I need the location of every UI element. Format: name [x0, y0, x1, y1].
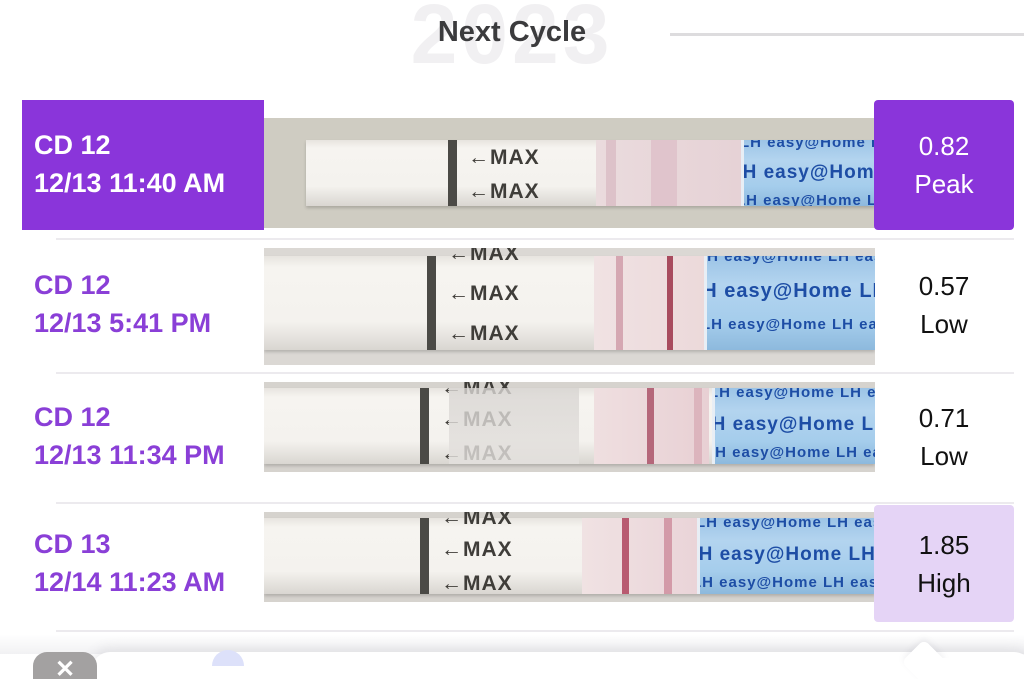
strip-max-label: ←MAX [441, 538, 513, 561]
row-divider [56, 238, 1014, 240]
lh-ratio-value: 0.57 [918, 270, 970, 301]
record-datetime: 12/13 11:40 AM [34, 168, 226, 198]
record-label: CD 12 12/13 5:41 PM [22, 244, 264, 365]
record-label: CD 12 12/13 11:40 AM [22, 100, 264, 230]
strip-brand-handle: LH easy@Home LH easy@Home LH LH easy@Hom… [697, 518, 875, 594]
lh-ratio-value: 1.85 [918, 529, 970, 560]
cycle-day: CD 12 [34, 130, 111, 161]
strip-max-line [427, 256, 436, 350]
strip-brand-handle: LH easy@Home LH easy@Home LH LH easy@Hom… [704, 256, 875, 350]
strip-max-label: ←MAX [441, 512, 513, 529]
page-title: Next Cycle [437, 16, 587, 48]
lh-status: High [917, 567, 971, 598]
test-value-badge: 0.57 Low [874, 244, 1014, 365]
cycle-day: CD 13 [34, 528, 111, 559]
sheet-handle[interactable] [212, 650, 244, 666]
test-record-row[interactable]: ←MAX ←MAX ←MAX LH easy@Home LH easy@Home… [0, 505, 1024, 622]
strip-max-label: ←MAX [448, 282, 520, 305]
strip-max-label: ←MAX [468, 146, 540, 169]
lh-status: Low [920, 308, 968, 339]
cycle-day: CD 12 [34, 269, 111, 300]
close-button[interactable]: ✕ [33, 652, 97, 679]
strip-max-line [420, 518, 429, 594]
strip-max-line [448, 140, 457, 206]
row-divider [56, 630, 1014, 632]
test-value-badge: 1.85 High [874, 505, 1014, 622]
header-divider [670, 33, 1024, 36]
test-record-row[interactable]: ←MAX ←MAX LH easy@Home LH easy@Home LH L… [0, 100, 1024, 230]
bottom-sheet-shadow [0, 634, 1024, 654]
lh-status: Peak [914, 169, 974, 199]
test-value-badge: 0.71 Low [874, 376, 1014, 498]
bottom-sheet[interactable] [92, 652, 1024, 679]
tooltip-bubble [922, 658, 1024, 679]
test-value-badge: 0.82 Peak [874, 100, 1014, 230]
lh-ratio-value: 0.82 [918, 131, 970, 161]
record-label: CD 12 12/13 11:34 PM [22, 376, 264, 498]
test-strip-photo: ←MAX ←MAX ←MAX LH easy@Home LH easy@Home… [264, 382, 875, 472]
test-strip-photo: ←MAX ←MAX ←MAX LH easy@Home LH easy@Home… [264, 248, 875, 365]
test-record-row[interactable]: ←MAX ←MAX ←MAX LH easy@Home LH easy@Home… [0, 244, 1024, 365]
strip-max-label: ←MAX [448, 248, 520, 265]
lh-ratio-value: 0.71 [918, 403, 970, 433]
lh-status: Low [920, 441, 968, 471]
record-datetime: 12/14 11:23 AM [34, 566, 226, 597]
test-strip-photo: ←MAX ←MAX ←MAX LH easy@Home LH easy@Home… [264, 512, 875, 602]
close-icon: ✕ [54, 656, 76, 679]
row-divider [56, 502, 1014, 504]
year-watermark: 2023 [410, 0, 614, 81]
strip-max-label: ←MAX [441, 572, 513, 595]
strip-brand-handle: LH easy@Home LH easy@Home LH LH easy@Hom… [741, 140, 875, 206]
strip-max-label: ←MAX [468, 180, 540, 203]
record-label: CD 13 12/14 11:23 AM [22, 505, 264, 622]
record-datetime: 12/13 5:41 PM [34, 307, 212, 338]
cycle-day: CD 12 [34, 402, 111, 433]
record-datetime: 12/13 11:34 PM [34, 440, 225, 470]
strip-brand-handle: LH easy@Home LH easy@Home LH LH easy@Hom… [712, 388, 875, 464]
strip-max-label: ←MAX [448, 322, 520, 345]
row-divider [56, 372, 1014, 374]
strip-max-line [420, 388, 429, 464]
test-record-row[interactable]: ←MAX ←MAX ←MAX LH easy@Home LH easy@Home… [0, 376, 1024, 498]
test-strip-photo: ←MAX ←MAX LH easy@Home LH easy@Home LH L… [264, 118, 875, 228]
